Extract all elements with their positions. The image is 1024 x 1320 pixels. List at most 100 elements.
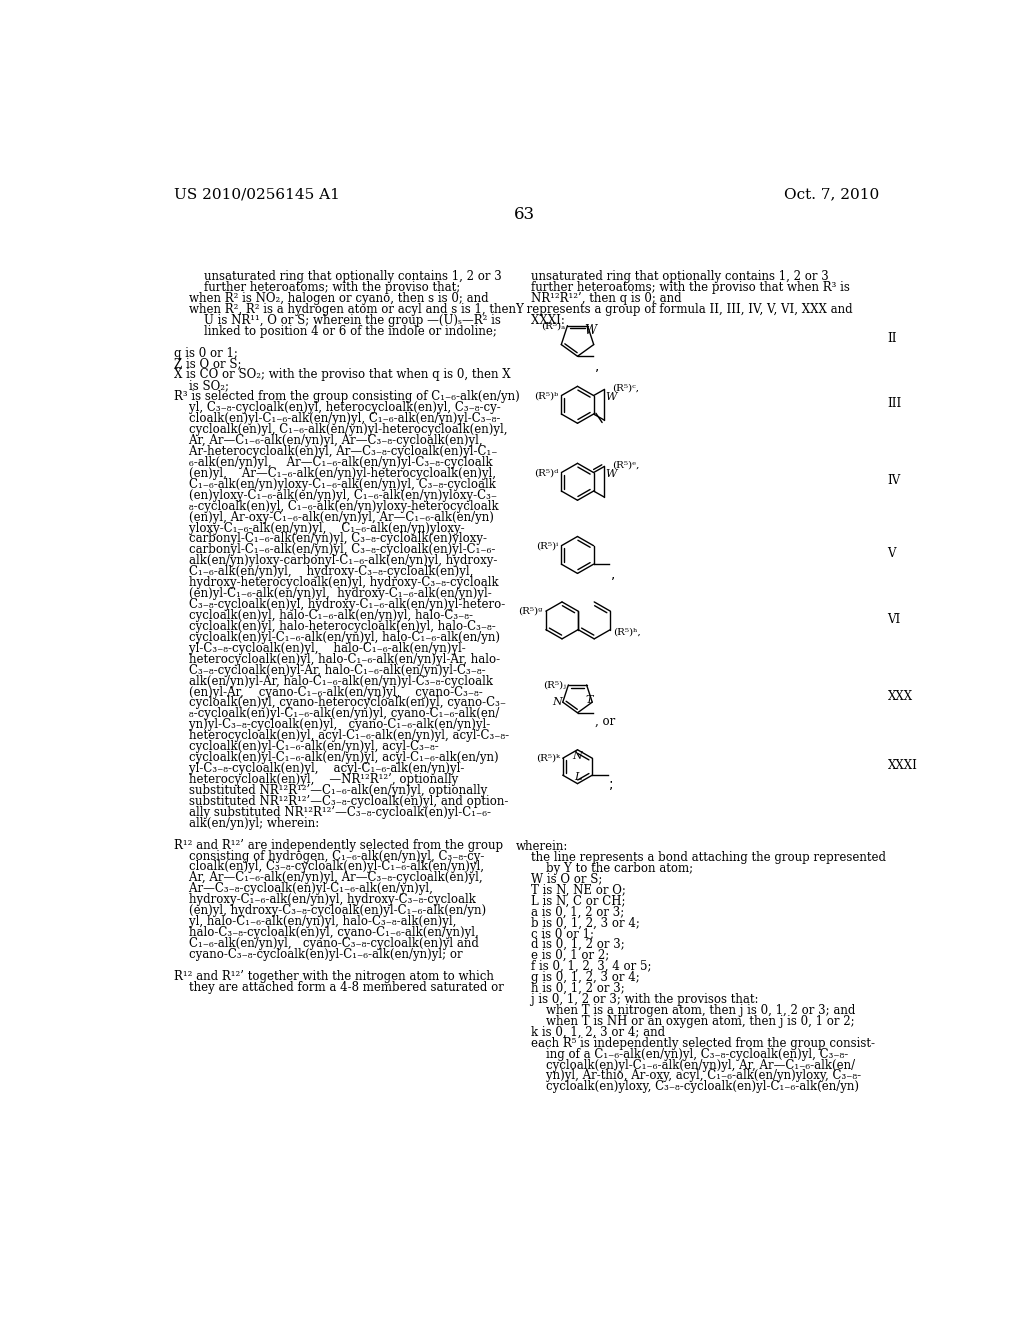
Text: alk(en/yn)yl; wherein:: alk(en/yn)yl; wherein: — [174, 817, 319, 830]
Text: heterocycloalk(en)yl, halo-C₁₋₆-alk(en/yn)yl-Ar, halo-: heterocycloalk(en)yl, halo-C₁₋₆-alk(en/y… — [174, 653, 501, 665]
Text: cycloalk(en)yl, halo-C₁₋₆-alk(en/yn)yl, halo-C₃₋₈-: cycloalk(en)yl, halo-C₁₋₆-alk(en/yn)yl, … — [174, 609, 473, 622]
Text: h is 0, 1, 2 or 3;: h is 0, 1, 2 or 3; — [515, 982, 625, 995]
Text: is SO₂;: is SO₂; — [174, 379, 229, 392]
Text: III: III — [888, 397, 902, 411]
Text: W: W — [585, 325, 597, 337]
Text: cyano-C₃₋₈-cycloalk(en)yl-C₁₋₆-alk(en/yn)yl; or: cyano-C₃₋₈-cycloalk(en)yl-C₁₋₆-alk(en/yn… — [174, 948, 463, 961]
Text: C₁₋₆-alk(en/yn)yl,   cyano-C₃₋₈-cycloalk(en)yl and: C₁₋₆-alk(en/yn)yl, cyano-C₃₋₈-cycloalk(e… — [174, 937, 479, 950]
Text: yl-C₃₋₈-cycloalk(en)yl,    halo-C₁₋₆-alk(en/yn)yl-: yl-C₃₋₈-cycloalk(en)yl, halo-C₁₋₆-alk(en… — [174, 642, 466, 655]
Text: (R⁵)ᵏ: (R⁵)ᵏ — [536, 754, 560, 763]
Text: further heteroatoms; with the proviso that when R³ is: further heteroatoms; with the proviso th… — [515, 281, 849, 294]
Text: d is 0, 1, 2 or 3;: d is 0, 1, 2 or 3; — [515, 939, 625, 952]
Text: linked to position 4 or 6 of the indole or indoline;: linked to position 4 or 6 of the indole … — [174, 325, 498, 338]
Text: when T is NH or an oxygen atom, then j is 0, 1 or 2;: when T is NH or an oxygen atom, then j i… — [515, 1015, 854, 1028]
Text: e is 0, 1 or 2;: e is 0, 1 or 2; — [515, 949, 608, 962]
Text: (R⁵)ᶜ,: (R⁵)ᶜ, — [612, 383, 639, 392]
Text: when R², R² is a hydrogen atom or acyl and s is 1, then: when R², R² is a hydrogen atom or acyl a… — [174, 302, 516, 315]
Text: halo-C₃₋₈-cycloalk(en)yl, cyano-C₁₋₆-alk(en/yn)yl,: halo-C₃₋₈-cycloalk(en)yl, cyano-C₁₋₆-alk… — [174, 927, 479, 939]
Text: b is 0, 1, 2, 3 or 4;: b is 0, 1, 2, 3 or 4; — [515, 916, 639, 929]
Text: ₈-cycloalk(en)yl-C₁₋₆-alk(en/yn)yl, cyano-C₁₋₆-alk(en/: ₈-cycloalk(en)yl-C₁₋₆-alk(en/yn)yl, cyan… — [174, 708, 500, 721]
Text: they are attached form a 4-8 membered saturated or: they are attached form a 4-8 membered sa… — [174, 981, 505, 994]
Text: U is NR¹¹, O or S; wherein the group —(U)ₛ—R² is: U is NR¹¹, O or S; wherein the group —(U… — [174, 314, 502, 327]
Text: N: N — [552, 697, 562, 708]
Text: consisting of hydrogen, C₁₋₆-alk(en/yn)yl, C₃₋₈-cy-: consisting of hydrogen, C₁₋₆-alk(en/yn)y… — [174, 850, 485, 862]
Text: XXXI:: XXXI: — [515, 314, 564, 327]
Text: hydroxy-heterocycloalk(en)yl, hydroxy-C₃₋₈-cycloalk: hydroxy-heterocycloalk(en)yl, hydroxy-C₃… — [174, 577, 499, 589]
Text: II: II — [888, 331, 897, 345]
Text: V: V — [888, 548, 896, 560]
Text: (R⁵)ₐ: (R⁵)ₐ — [541, 321, 565, 330]
Text: cycloalk(en)yl-C₁₋₆-alk(en/yn)yl, Ar, Ar—C₁₋₆-alk(en/: cycloalk(en)yl-C₁₋₆-alk(en/yn)yl, Ar, Ar… — [515, 1059, 855, 1072]
Text: (en)yl-C₁₋₆-alk(en/yn)yl,  hydroxy-C₁₋₆-alk(en/yn)yl-: (en)yl-C₁₋₆-alk(en/yn)yl, hydroxy-C₁₋₆-a… — [174, 587, 493, 601]
Text: N: N — [572, 751, 583, 762]
Text: (en)yl,    Ar—C₁₋₆-alk(en/yn)yl-heterocycloalk(en)yl,: (en)yl, Ar—C₁₋₆-alk(en/yn)yl-heterocyclo… — [174, 467, 497, 480]
Text: NR¹²R¹²’, then q is 0; and: NR¹²R¹²’, then q is 0; and — [515, 292, 681, 305]
Text: X is CO or SO₂; with the proviso that when q is 0, then X: X is CO or SO₂; with the proviso that wh… — [174, 368, 511, 381]
Text: cloalk(en)yl, C₃₋₈-cycloalk(en)yl-C₁₋₆-alk(en/yn)yl,: cloalk(en)yl, C₃₋₈-cycloalk(en)yl-C₁₋₆-a… — [174, 861, 484, 874]
Text: R¹² and R¹²’ are independently selected from the group: R¹² and R¹²’ are independently selected … — [174, 838, 504, 851]
Text: (en)yl, Ar-oxy-C₁₋₆-alk(en/yn)yl, Ar—C₁₋₆-alk(en/yn): (en)yl, Ar-oxy-C₁₋₆-alk(en/yn)yl, Ar—C₁₋… — [174, 511, 495, 524]
Text: (en)yl-Ar,    cyano-C₁₋₆-alk(en/yn)yl,    cyano-C₃₋₈-: (en)yl-Ar, cyano-C₁₋₆-alk(en/yn)yl, cyan… — [174, 685, 483, 698]
Text: yl, halo-C₁₋₆-alk(en/yn)yl, halo-C₃₋₈-alk(en)yl,: yl, halo-C₁₋₆-alk(en/yn)yl, halo-C₃₋₈-al… — [174, 915, 457, 928]
Text: each R⁵ is independently selected from the group consist-: each R⁵ is independently selected from t… — [515, 1036, 874, 1049]
Text: Y represents a group of formula II, III, IV, V, VI, XXX and: Y represents a group of formula II, III,… — [515, 302, 853, 315]
Text: substituted NR¹²R¹²’—C₃₋₈-cycloalk(en)yl, and option-: substituted NR¹²R¹²’—C₃₋₈-cycloalk(en)yl… — [174, 795, 509, 808]
Text: (R⁵)ᵍ: (R⁵)ᵍ — [518, 607, 543, 615]
Text: yn)yl-C₃₋₈-cycloalk(en)yl,   cyano-C₁₋₆-alk(en/yn)yl-: yn)yl-C₃₋₈-cycloalk(en)yl, cyano-C₁₋₆-al… — [174, 718, 490, 731]
Text: cycloalk(en)yl, C₁₋₆-alk(en/yn)yl-heterocycloalk(en)yl,: cycloalk(en)yl, C₁₋₆-alk(en/yn)yl-hetero… — [174, 424, 508, 436]
Text: ;: ; — [609, 777, 614, 792]
Text: Ar-heterocycloalk(en)yl, Ar—C₃₋₈-cycloalk(en)yl-C₁₋: Ar-heterocycloalk(en)yl, Ar—C₃₋₈-cycloal… — [174, 445, 498, 458]
Text: by Y to the carbon atom;: by Y to the carbon atom; — [515, 862, 692, 875]
Text: T is N, NE or O;: T is N, NE or O; — [515, 883, 626, 896]
Text: Oct. 7, 2010: Oct. 7, 2010 — [784, 187, 880, 202]
Text: hydroxy-C₁₋₆-alk(en/yn)yl, hydroxy-C₃₋₈-cycloalk: hydroxy-C₁₋₆-alk(en/yn)yl, hydroxy-C₃₋₈-… — [174, 894, 476, 907]
Text: (R⁵)ᵇ: (R⁵)ᵇ — [535, 391, 558, 400]
Text: (R⁵)ʰ,: (R⁵)ʰ, — [613, 627, 641, 636]
Text: yn)yl, Ar-thio, Ar-oxy, acyl, C₁₋₆-alk(en/yn)yloxy, C₃₋₈-: yn)yl, Ar-thio, Ar-oxy, acyl, C₁₋₆-alk(e… — [515, 1069, 860, 1082]
Text: a is 0, 1, 2 or 3;: a is 0, 1, 2 or 3; — [515, 906, 624, 919]
Text: C₁₋₆-alk(en/yn)yloxy-C₁₋₆-alk(en/yn)yl, C₃₋₈-cycloalk: C₁₋₆-alk(en/yn)yloxy-C₁₋₆-alk(en/yn)yl, … — [174, 478, 497, 491]
Text: the line represents a bond attaching the group represented: the line represents a bond attaching the… — [515, 851, 886, 863]
Text: ing of a C₁₋₆-alk(en/yn)yl, C₃₋₈-cycloalk(en)yl, C₃₋₈-: ing of a C₁₋₆-alk(en/yn)yl, C₃₋₈-cycloal… — [515, 1048, 848, 1060]
Text: carbonyl-C₁₋₆-alk(en/yn)yl, C₃₋₈-cycloalk(en)yl-C₁₋₆-: carbonyl-C₁₋₆-alk(en/yn)yl, C₃₋₈-cycloal… — [174, 544, 496, 557]
Text: ₈-cycloalk(en)yl, C₁₋₆-alk(en/yn)yloxy-heterocycloalk: ₈-cycloalk(en)yl, C₁₋₆-alk(en/yn)yloxy-h… — [174, 500, 499, 512]
Text: (R⁵)ⱼ: (R⁵)ⱼ — [543, 680, 566, 689]
Text: IV: IV — [888, 474, 901, 487]
Text: unsaturated ring that optionally contains 1, 2 or 3: unsaturated ring that optionally contain… — [174, 271, 502, 282]
Text: W: W — [605, 392, 616, 403]
Text: g is 0, 1, 2, 3 or 4;: g is 0, 1, 2, 3 or 4; — [515, 972, 639, 983]
Text: (R⁵)ⁱ: (R⁵)ⁱ — [536, 541, 558, 550]
Text: VI: VI — [888, 612, 901, 626]
Text: cycloalk(en)yloxy, C₃₋₈-cycloalk(en)yl-C₁₋₆-alk(en/yn): cycloalk(en)yloxy, C₃₋₈-cycloalk(en)yl-C… — [515, 1080, 858, 1093]
Text: ally substituted NR¹²R¹²’—C₃₋₈-cycloalk(en)yl-C₁₋₆-: ally substituted NR¹²R¹²’—C₃₋₈-cycloalk(… — [174, 805, 492, 818]
Text: (R⁵)ᵈ: (R⁵)ᵈ — [534, 469, 558, 477]
Text: when R² is NO₂, halogen or cyano, then s is 0; and: when R² is NO₂, halogen or cyano, then s… — [174, 292, 489, 305]
Text: substituted NR¹²R¹²’—C₁₋₆-alk(en/yn)yl, optionally: substituted NR¹²R¹²’—C₁₋₆-alk(en/yn)yl, … — [174, 784, 487, 797]
Text: cycloalk(en)yl, cyano-heterocycloalk(en)yl, cyano-C₃₋: cycloalk(en)yl, cyano-heterocycloalk(en)… — [174, 697, 507, 709]
Text: R¹² and R¹²’ together with the nitrogen atom to which: R¹² and R¹²’ together with the nitrogen … — [174, 970, 495, 983]
Text: Z is O or S;: Z is O or S; — [174, 358, 242, 371]
Text: j is 0, 1, 2 or 3; with the provisos that:: j is 0, 1, 2 or 3; with the provisos tha… — [515, 993, 758, 1006]
Text: unsaturated ring that optionally contains 1, 2 or 3: unsaturated ring that optionally contain… — [515, 271, 828, 282]
Text: cycloalk(en)yl, halo-heterocycloalk(en)yl, halo-C₃₋₈-: cycloalk(en)yl, halo-heterocycloalk(en)y… — [174, 620, 497, 632]
Text: yloxy-C₁₋₆-alk(en/yn)yl,    C₁₋₆-alk(en/yn)yloxy-: yloxy-C₁₋₆-alk(en/yn)yl, C₁₋₆-alk(en/yn)… — [174, 521, 465, 535]
Text: , or: , or — [595, 715, 614, 729]
Text: yl-C₃₋₈-cycloalk(en)yl,    acyl-C₁₋₆-alk(en/yn)yl-: yl-C₃₋₈-cycloalk(en)yl, acyl-C₁₋₆-alk(en… — [174, 762, 465, 775]
Text: f is 0, 1, 2, 3, 4 or 5;: f is 0, 1, 2, 3, 4 or 5; — [515, 960, 651, 973]
Text: 63: 63 — [514, 206, 536, 223]
Text: carbonyl-C₁₋₆-alk(en/yn)yl, C₃₋₈-cycloalk(en)yloxy-: carbonyl-C₁₋₆-alk(en/yn)yl, C₃₋₈-cycloal… — [174, 532, 487, 545]
Text: k is 0, 1, 2, 3 or 4; and: k is 0, 1, 2, 3 or 4; and — [515, 1026, 665, 1039]
Text: cycloalk(en)yl-C₁₋₆-alk(en/yn)yl, acyl-C₁₋₆-alk(en/yn): cycloalk(en)yl-C₁₋₆-alk(en/yn)yl, acyl-C… — [174, 751, 499, 764]
Text: L is N, C or CH;: L is N, C or CH; — [515, 895, 625, 908]
Text: W: W — [605, 470, 616, 479]
Text: heterocycloalk(en)yl, acyl-C₁₋₆-alk(en/yn)yl, acyl-C₃₋₈-: heterocycloalk(en)yl, acyl-C₁₋₆-alk(en/y… — [174, 729, 510, 742]
Text: wherein:: wherein: — [515, 840, 568, 853]
Text: C₃₋₈-cycloalk(en)yl, hydroxy-C₁₋₆-alk(en/yn)yl-hetero-: C₃₋₈-cycloalk(en)yl, hydroxy-C₁₋₆-alk(en… — [174, 598, 506, 611]
Text: Ar, Ar—C₁₋₆-alk(en/yn)yl, Ar—C₃₋₈-cycloalk(en)yl,: Ar, Ar—C₁₋₆-alk(en/yn)yl, Ar—C₃₋₈-cycloa… — [174, 434, 483, 447]
Text: ,: , — [595, 359, 599, 372]
Text: Ar—C₃₋₈-cycloalk(en)yl-C₁₋₆-alk(en/yn)yl,: Ar—C₃₋₈-cycloalk(en)yl-C₁₋₆-alk(en/yn)yl… — [174, 882, 433, 895]
Text: q is 0 or 1;: q is 0 or 1; — [174, 347, 239, 359]
Text: T: T — [586, 696, 593, 705]
Text: W is O or S;: W is O or S; — [515, 873, 602, 886]
Text: alk(en/yn)yloxy-carbonyl-C₁₋₆-alk(en/yn)yl, hydroxy-: alk(en/yn)yloxy-carbonyl-C₁₋₆-alk(en/yn)… — [174, 554, 498, 568]
